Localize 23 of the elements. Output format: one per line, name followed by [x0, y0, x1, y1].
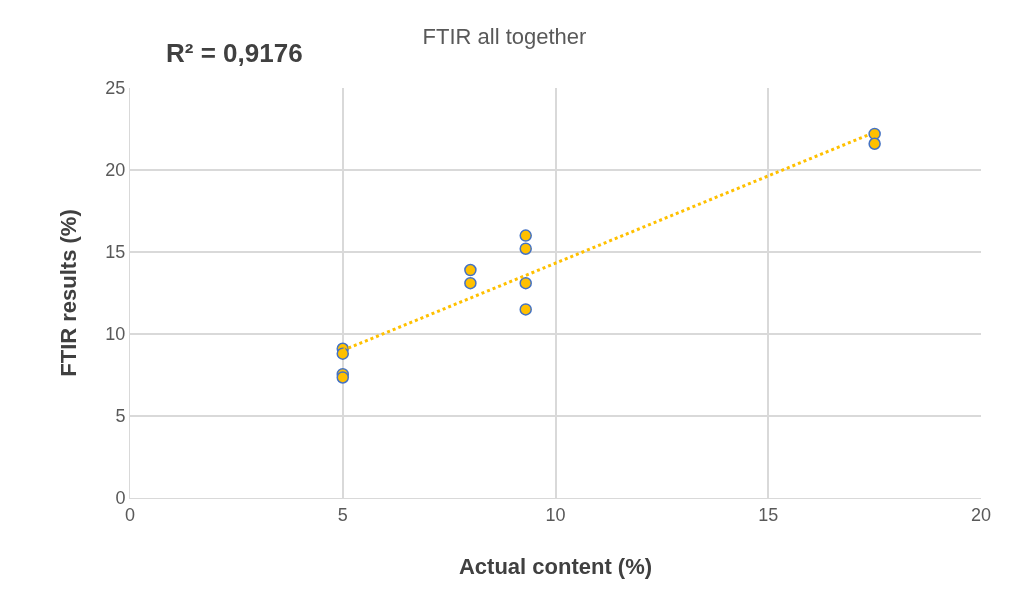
point — [519, 303, 532, 316]
y-tick-label: 20 — [105, 160, 126, 181]
x-tick-label: 15 — [758, 504, 779, 525]
y-tick-label: 15 — [105, 242, 126, 263]
text: R² = 0,9176 — [166, 38, 303, 68]
x-tick-label: 5 — [337, 504, 348, 525]
point — [519, 276, 532, 290]
point — [464, 263, 477, 277]
point — [336, 347, 349, 360]
y-tick-label: 10 — [105, 324, 126, 345]
x-tick-label: 10 — [545, 504, 566, 525]
point — [868, 137, 881, 151]
y-tick-label: 5 — [115, 406, 126, 427]
y-axis-title: FTIR results (%) — [56, 209, 81, 377]
point — [519, 229, 532, 242]
point — [519, 242, 532, 255]
x-axis-title: Actual content (%) — [458, 554, 653, 579]
point — [336, 371, 349, 384]
y-tick-label: 0 — [115, 488, 126, 509]
point — [464, 276, 477, 290]
x-tick-label: 20 — [970, 504, 992, 525]
y-tick-label: 25 — [105, 78, 126, 99]
chart-title: FTIR all together — [422, 24, 587, 50]
